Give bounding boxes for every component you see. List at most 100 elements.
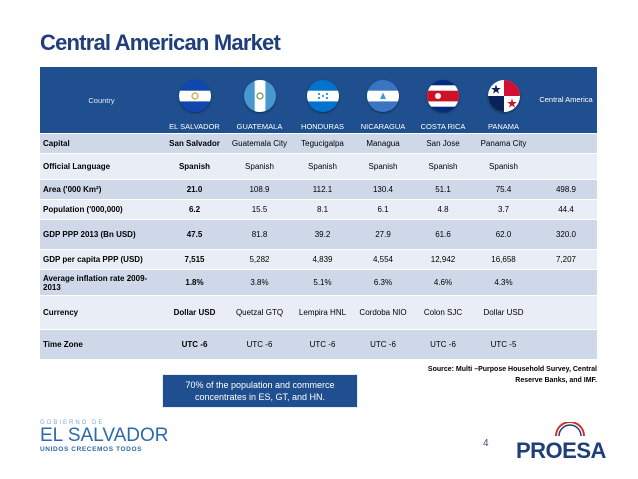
table-cell: Dollar USD: [472, 295, 535, 330]
table-cell: Cordoba NIO: [352, 295, 414, 330]
table-cell: 7,515: [163, 249, 226, 270]
page-number: 4: [483, 438, 489, 449]
row-label: Time Zone: [40, 329, 163, 360]
col-label: COSTA RICA: [420, 122, 466, 131]
row-label: GDP per capita PPP (USD): [40, 249, 163, 270]
flag-honduras-icon: [306, 80, 339, 112]
gob-name: EL SALVADOR: [40, 425, 169, 446]
flag-costa-rica-icon: [427, 80, 459, 112]
col-label: HONDURAS: [301, 122, 344, 131]
table-cell: Spanish: [352, 153, 414, 180]
col-label: PANAMA: [487, 122, 520, 131]
table-row: Currency Dollar USD Quetzal GTQ Lempira HNL…: [40, 295, 597, 330]
col-panama: PANAMA: [472, 67, 535, 134]
table-cell: 112.1: [293, 179, 352, 200]
col-costa-rica: COSTA RICA: [414, 67, 472, 134]
table-cell: Tegucigalpa: [293, 133, 352, 154]
flag-guatemala-icon: [243, 80, 276, 112]
table-cell: 47.5: [163, 219, 226, 250]
table-cell: [535, 295, 597, 330]
proesa-text: PROESA: [516, 438, 607, 463]
table-cell: 3.8%: [226, 269, 293, 296]
table-cell: 81.8: [226, 219, 293, 250]
table-cell: 4,554: [352, 249, 414, 270]
table-cell: Managua: [352, 133, 414, 154]
table-cell: 6.2: [163, 199, 226, 220]
col-label: GUATEMALA: [236, 122, 283, 131]
table-cell: 27.9: [352, 219, 414, 250]
table-row: Time Zone UTC -6 UTC -6 UTC -6 UTC -6 UTC -6 U…: [40, 329, 597, 360]
table-cell: 5,282: [226, 249, 293, 270]
table-cell: 21.0: [163, 179, 226, 200]
page-title: Central American Market: [40, 30, 281, 55]
row-label: Capital: [40, 133, 163, 154]
table-cell: Spanish: [414, 153, 472, 180]
table-cell: 62.0: [472, 219, 535, 250]
table-cell: [535, 329, 597, 360]
table-cell: 61.6: [414, 219, 472, 250]
table-cell: 4.8: [414, 199, 472, 220]
col-label: EL SALVADOR: [169, 122, 220, 131]
table-cell: 130.4: [352, 179, 414, 200]
row-label: Area ('000 Km²): [40, 179, 163, 200]
flag-el-salvador-icon: [178, 80, 211, 112]
gob-small-text: GOBIERNO DE: [40, 420, 105, 426]
row-label: Average inflation rate 2009-2013: [40, 269, 163, 296]
table-cell: 75.4: [472, 179, 535, 200]
table-cell: Lempira HNL: [293, 295, 352, 330]
table-row: Capital San Salvador Guatemala City Tegucig…: [40, 133, 597, 154]
table-cell: 39.2: [293, 219, 352, 250]
table-cell: Spanish: [293, 153, 352, 180]
table-cell: Spanish: [163, 153, 226, 180]
col-nicaragua: NICARAGUA: [352, 67, 414, 134]
table-cell: UTC -6: [352, 329, 414, 360]
table-cell: UTC -6: [414, 329, 472, 360]
table-cell: 51.1: [414, 179, 472, 200]
table-cell: 12,942: [414, 249, 472, 270]
table-cell: Quetzal GTQ: [226, 295, 293, 330]
table-body: Capital San Salvador Guatemala City Tegucig…: [40, 133, 597, 360]
table-cell: Spanish: [472, 153, 535, 180]
table-cell: Dollar USD: [163, 295, 226, 330]
col-guatemala: GUATEMALA: [226, 67, 293, 134]
col-el-salvador: EL SALVADOR: [163, 67, 226, 134]
table-cell: 8.1: [293, 199, 352, 220]
table-cell: 4.6%: [414, 269, 472, 296]
col-label: NICARAGUA: [360, 122, 406, 131]
gob-tagline: UNIDOS CRECEMOS TODOS: [40, 446, 143, 453]
table-cell: UTC -6: [226, 329, 293, 360]
table-cell: 6.3%: [352, 269, 414, 296]
col-central-america: Central America: [535, 67, 597, 134]
row-label: Official Language: [40, 153, 163, 180]
table-row: GDP PPP 2013 (Bn USD) 47.5 81.8 39.2 27.9 61.…: [40, 219, 597, 250]
table-cell: [535, 269, 597, 296]
table-cell: [535, 153, 597, 180]
table-cell: 15.5: [226, 199, 293, 220]
market-table: Country EL SALVADOR GUATEMALA HONDURAS N…: [40, 67, 597, 360]
table-row: Average inflation rate 2009-2013 1.8% 3.8%…: [40, 269, 597, 296]
table-cell: 320.0: [535, 219, 597, 250]
callout-box: 70% of the population and commerce conce…: [162, 374, 358, 408]
table-cell: Guatemala City: [226, 133, 293, 154]
table-cell: San Jose: [414, 133, 472, 154]
header-row: Country EL SALVADOR GUATEMALA HONDURAS N…: [40, 67, 597, 134]
table-row: Population ('000,000) 6.2 15.5 8.1 6.1 4.8 3.7…: [40, 199, 597, 220]
table-cell: [535, 133, 597, 154]
table-cell: UTC -6: [163, 329, 226, 360]
table-row: Official Language Spanish Spanish Spanish Sp…: [40, 153, 597, 180]
table-cell: 4.3%: [472, 269, 535, 296]
col-honduras: HONDURAS: [293, 67, 352, 134]
table-cell: Panama City: [472, 133, 535, 154]
row-label: Population ('000,000): [40, 199, 163, 220]
table-cell: Spanish: [226, 153, 293, 180]
table-cell: UTC -6: [293, 329, 352, 360]
flag-panama-icon: [487, 80, 520, 112]
table-row: Area ('000 Km²) 21.0 108.9 112.1 130.4 51.1 75…: [40, 179, 597, 200]
table-cell: San Salvador: [163, 133, 226, 154]
row-label: GDP PPP 2013 (Bn USD): [40, 219, 163, 250]
row-label: Currency: [40, 295, 163, 330]
flag-nicaragua-icon: [367, 80, 399, 112]
table-cell: 498.9: [535, 179, 597, 200]
table-cell: 16,658: [472, 249, 535, 270]
table-cell: UTC -5: [472, 329, 535, 360]
